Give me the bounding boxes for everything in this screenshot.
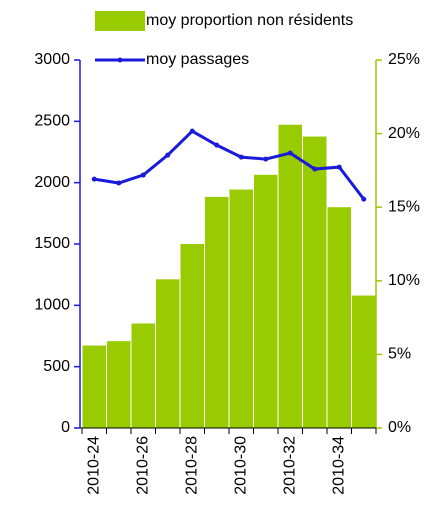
line-marker [116,180,122,186]
y-tick-label: 500 [43,358,70,375]
bar [82,345,106,428]
line-marker [361,196,367,202]
bar [107,341,131,428]
bar [205,196,229,428]
y-tick-label: 3000 [34,51,70,68]
line-marker [336,164,342,170]
y-tick-label: 2500 [34,113,70,130]
y2-tick-label: 15% [388,198,420,215]
bar [352,295,376,428]
y-tick-label: 0 [61,419,70,436]
bar [180,244,204,428]
y2-tick-label: 5% [388,346,411,363]
x-tick-label: 2010-26 [134,436,151,495]
line-marker [312,166,318,172]
legend-swatch [117,57,123,63]
y2-tick-label: 25% [388,51,420,68]
y2-tick-label: 0% [388,419,411,436]
line-marker [263,156,269,162]
line [94,129,365,201]
line-marker [91,176,97,182]
line-marker [140,172,146,178]
y-tick-label: 2000 [34,174,70,191]
y-tick-label: 1000 [34,297,70,314]
x-tick-label: 2010-24 [85,436,102,495]
bar [278,124,302,428]
x-tick-label: 2010-32 [281,436,298,495]
x-tick-label: 2010-28 [183,436,200,495]
line-marker [287,150,293,156]
x-tick-label: 2010-30 [232,436,249,495]
line-marker [238,154,244,160]
legend-swatch [95,11,145,31]
y-tick-label: 1500 [34,235,70,252]
legend-label: moy proportion non résidents [146,12,353,29]
bar [156,279,180,428]
bar [254,174,278,428]
bar [303,136,327,428]
line-marker [165,152,171,158]
y2-tick-label: 20% [388,125,420,142]
line-marker [189,128,195,134]
y2-tick-label: 10% [388,272,420,289]
bar [131,323,155,428]
x-tick-label: 2010-34 [330,436,347,495]
line-marker [214,142,220,148]
legend-label: moy passages [146,51,249,68]
bar [229,189,253,428]
bar [327,207,351,428]
